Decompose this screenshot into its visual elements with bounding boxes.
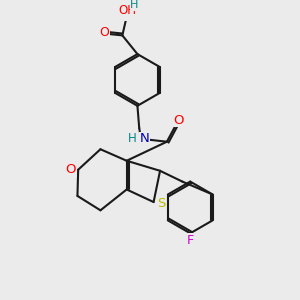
Text: O: O [173,114,184,127]
Text: OH: OH [118,4,136,17]
Text: F: F [187,234,194,247]
Text: O: O [66,163,76,176]
Text: H: H [128,132,137,145]
Text: O: O [100,26,109,39]
Text: S: S [157,197,166,210]
Text: N: N [140,132,149,145]
Text: H: H [130,0,139,10]
